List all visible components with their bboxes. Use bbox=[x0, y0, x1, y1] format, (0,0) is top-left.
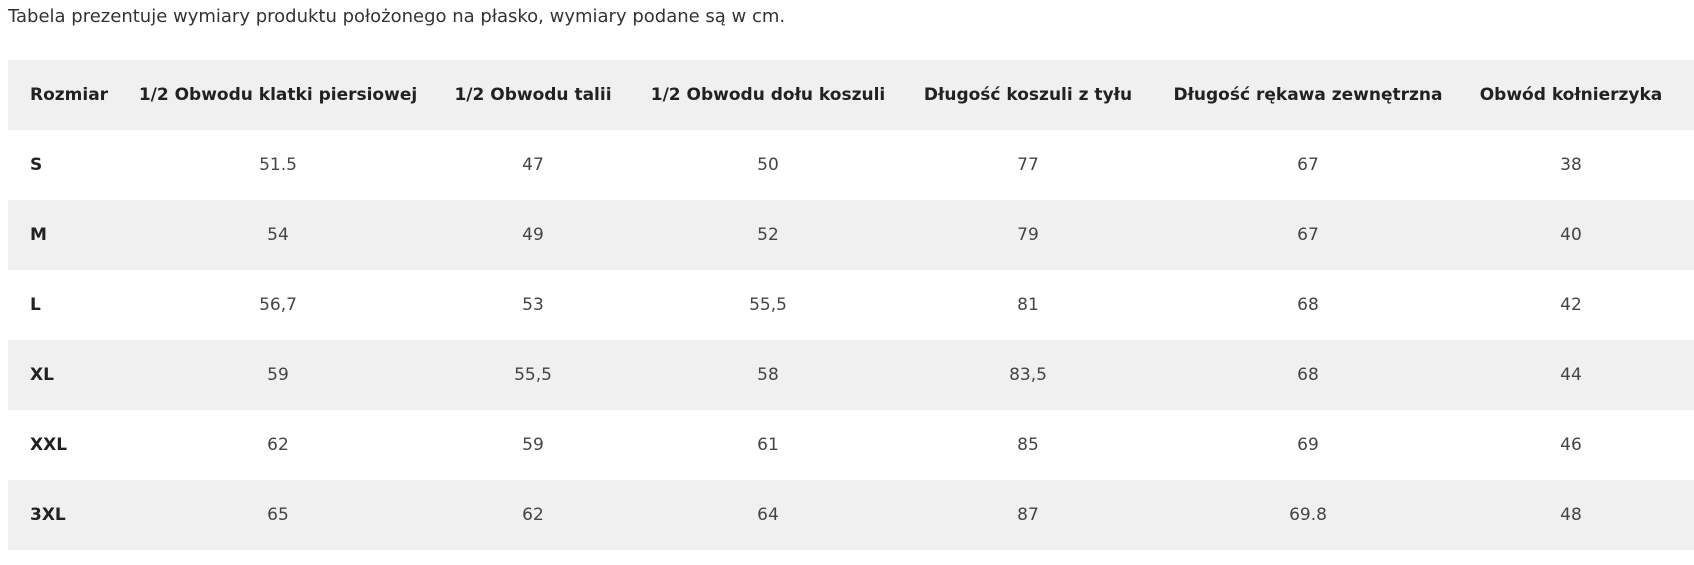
header-collar: Obwód kołnierzyka bbox=[1479, 85, 1663, 105]
value-cell: 87 bbox=[1017, 505, 1039, 525]
value-cell: 48 bbox=[1560, 505, 1582, 525]
header-size: Rozmiar bbox=[30, 85, 109, 105]
value-cell: 68 bbox=[1297, 365, 1319, 385]
value-cell: 49 bbox=[522, 225, 544, 245]
value-cell: 40 bbox=[1560, 225, 1582, 245]
header-chest: 1/2 Obwodu klatki piersiowej bbox=[138, 85, 418, 105]
value-cell: 56,7 bbox=[259, 295, 297, 315]
value-cell: 55,5 bbox=[749, 295, 787, 315]
value-cell: 47 bbox=[522, 155, 544, 175]
value-cell: 58 bbox=[757, 365, 779, 385]
value-cell: 61 bbox=[757, 435, 779, 455]
table-row: L 56,7 53 55,5 81 68 42 bbox=[8, 270, 1694, 340]
value-cell: 85 bbox=[1017, 435, 1039, 455]
value-cell: 50 bbox=[757, 155, 779, 175]
table-row: XXL 62 59 61 85 69 46 bbox=[8, 410, 1694, 480]
size-cell: S bbox=[30, 155, 43, 175]
size-cell: L bbox=[30, 295, 41, 315]
value-cell: 54 bbox=[267, 225, 289, 245]
size-cell: M bbox=[30, 225, 47, 245]
header-hem: 1/2 Obwodu dołu koszuli bbox=[650, 85, 886, 105]
value-cell: 42 bbox=[1560, 295, 1582, 315]
value-cell: 51.5 bbox=[259, 155, 297, 175]
value-cell: 67 bbox=[1297, 155, 1319, 175]
value-cell: 69.8 bbox=[1289, 505, 1327, 525]
value-cell: 77 bbox=[1017, 155, 1039, 175]
table-row: XL 59 55,5 58 83,5 68 44 bbox=[8, 340, 1694, 410]
size-cell: XL bbox=[30, 365, 54, 385]
value-cell: 53 bbox=[522, 295, 544, 315]
header-waist: 1/2 Obwodu talii bbox=[454, 85, 612, 105]
table-row: M 54 49 52 79 67 40 bbox=[8, 200, 1694, 270]
value-cell: 55,5 bbox=[514, 365, 552, 385]
header-back-length: Długość koszuli z tyłu bbox=[923, 85, 1133, 105]
size-cell: XXL bbox=[30, 435, 68, 455]
value-cell: 62 bbox=[522, 505, 544, 525]
value-cell: 69 bbox=[1297, 435, 1319, 455]
value-cell: 81 bbox=[1017, 295, 1039, 315]
value-cell: 59 bbox=[267, 365, 289, 385]
table-row: 3XL 65 62 64 87 69.8 48 bbox=[8, 480, 1694, 550]
value-cell: 46 bbox=[1560, 435, 1582, 455]
value-cell: 52 bbox=[757, 225, 779, 245]
value-cell: 38 bbox=[1560, 155, 1582, 175]
value-cell: 62 bbox=[267, 435, 289, 455]
value-cell: 59 bbox=[522, 435, 544, 455]
table-header-row: Rozmiar 1/2 Obwodu klatki piersiowej 1/2… bbox=[8, 60, 1694, 130]
value-cell: 68 bbox=[1297, 295, 1319, 315]
intro-text: Tabela prezentuje wymiary produktu położ… bbox=[8, 6, 786, 27]
value-cell: 83,5 bbox=[1009, 365, 1047, 385]
size-table: Rozmiar 1/2 Obwodu klatki piersiowej 1/2… bbox=[8, 60, 1694, 550]
size-cell: 3XL bbox=[30, 505, 66, 525]
value-cell: 79 bbox=[1017, 225, 1039, 245]
value-cell: 44 bbox=[1560, 365, 1582, 385]
header-sleeve-length: Długość rękawa zewnętrzna bbox=[1173, 85, 1443, 105]
value-cell: 64 bbox=[757, 505, 779, 525]
value-cell: 65 bbox=[267, 505, 289, 525]
value-cell: 67 bbox=[1297, 225, 1319, 245]
table-row: S 51.5 47 50 77 67 38 bbox=[8, 130, 1694, 200]
